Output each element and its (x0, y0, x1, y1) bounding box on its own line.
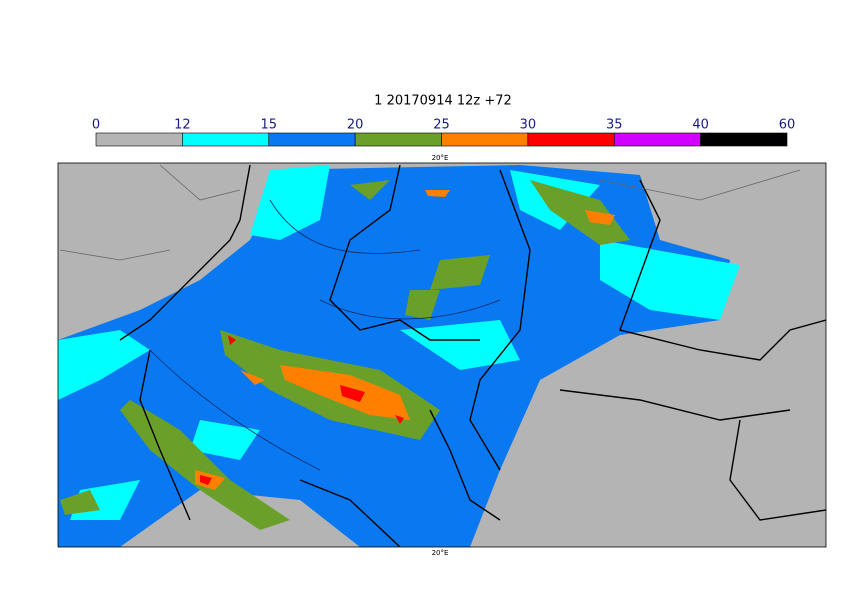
colorbar-bin (527, 132, 615, 147)
border (119, 164, 826, 547)
lon-label: 20°E (432, 549, 449, 557)
border (59, 164, 801, 261)
contour (149, 199, 501, 471)
colorbar-tick-label: 0 (92, 118, 100, 133)
title: 1 20170914 12z +72 (374, 94, 512, 109)
precip-area (60, 180, 630, 530)
colorbar-bin (95, 132, 183, 147)
map-frame (57, 162, 827, 548)
colorbar-bin (441, 132, 529, 147)
map (58, 163, 826, 547)
colorbar-bin (182, 132, 270, 147)
colorbar-bin (613, 132, 701, 147)
colorbar-tick-label: 30 (520, 118, 537, 133)
colorbar-bin (700, 132, 788, 147)
colorbar-bin (268, 132, 356, 147)
colorbar-tick-label: 60 (779, 118, 796, 133)
precip-area (58, 165, 740, 520)
lon-label: 20°E (432, 154, 449, 162)
colorbar-tick-label: 12 (174, 118, 191, 133)
colorbar-bin (354, 132, 442, 147)
colorbar-tick-label: 40 (692, 118, 709, 133)
colorbar-tick-label: 35 (606, 118, 623, 133)
colorbar-tick-label: 15 (260, 118, 277, 133)
colorbar-tick-label: 25 (433, 118, 450, 133)
colorbar-tick-label: 20 (347, 118, 364, 133)
colorbar: 0 12 15 20 25 30 35 40 60 (92, 118, 795, 147)
